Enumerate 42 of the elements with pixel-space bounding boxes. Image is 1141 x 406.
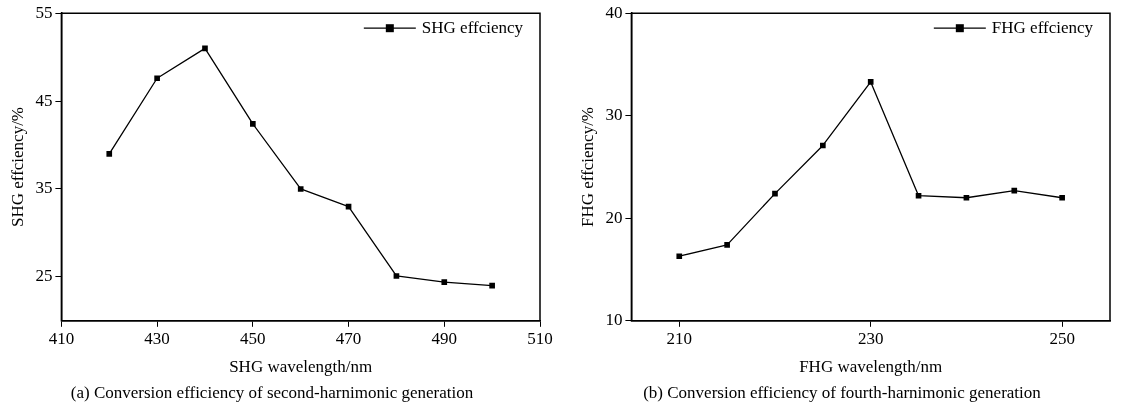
x-tick-label: 210 [666,329,693,349]
point [489,282,495,289]
point [963,194,970,201]
point [154,75,160,82]
point [106,150,113,157]
x-tick-label: 410 [48,329,75,349]
y-tick-label: 10 [605,310,623,330]
y-tick-label: 35 [35,178,53,198]
y-tick-label: 55 [35,2,53,22]
point [1059,194,1065,201]
x-tick-label: 490 [431,329,458,349]
legend-label: SHG effciency [421,17,524,37]
x-tick-label: 510 [527,329,553,349]
x-tick-label: 470 [335,329,362,349]
point [820,142,826,149]
y-tick-label: 40 [605,2,623,22]
point [772,190,778,197]
point [250,121,256,127]
x-axis-title: FHG wavelength/nm [799,356,943,376]
legend-label: FHG effciency [991,17,1094,37]
point [915,192,922,199]
point [676,253,683,260]
x-tick-label: 250 [1049,329,1075,349]
point [393,273,400,279]
point [441,279,448,285]
x-axis-title: SHG wavelength/nm [229,356,373,376]
point [1011,187,1018,194]
x-tick-label: 450 [240,329,266,349]
x-tick-label: 430 [144,329,170,349]
y-tick-label: 45 [35,90,53,110]
y-tick-label: 30 [605,105,623,125]
text: (b) Conversion efficiency of fourth-harnimonic generation [643,383,1042,403]
y-axis-title: FHG effciency/% [577,106,597,228]
point [297,186,304,192]
point [724,242,730,248]
point [867,79,874,85]
x-tick-label: 230 [857,329,884,349]
text: (a) Conversion efficiency of second-harnimonic generation [70,383,474,403]
y-tick-label: 25 [35,266,53,286]
y-axis-title: SHG effciency/% [7,106,27,228]
point [202,45,208,52]
y-tick-label: 20 [605,207,623,227]
